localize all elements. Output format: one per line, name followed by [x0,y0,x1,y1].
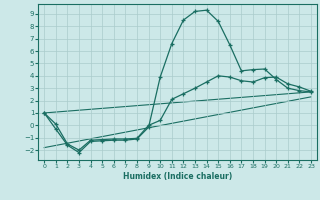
X-axis label: Humidex (Indice chaleur): Humidex (Indice chaleur) [123,172,232,181]
